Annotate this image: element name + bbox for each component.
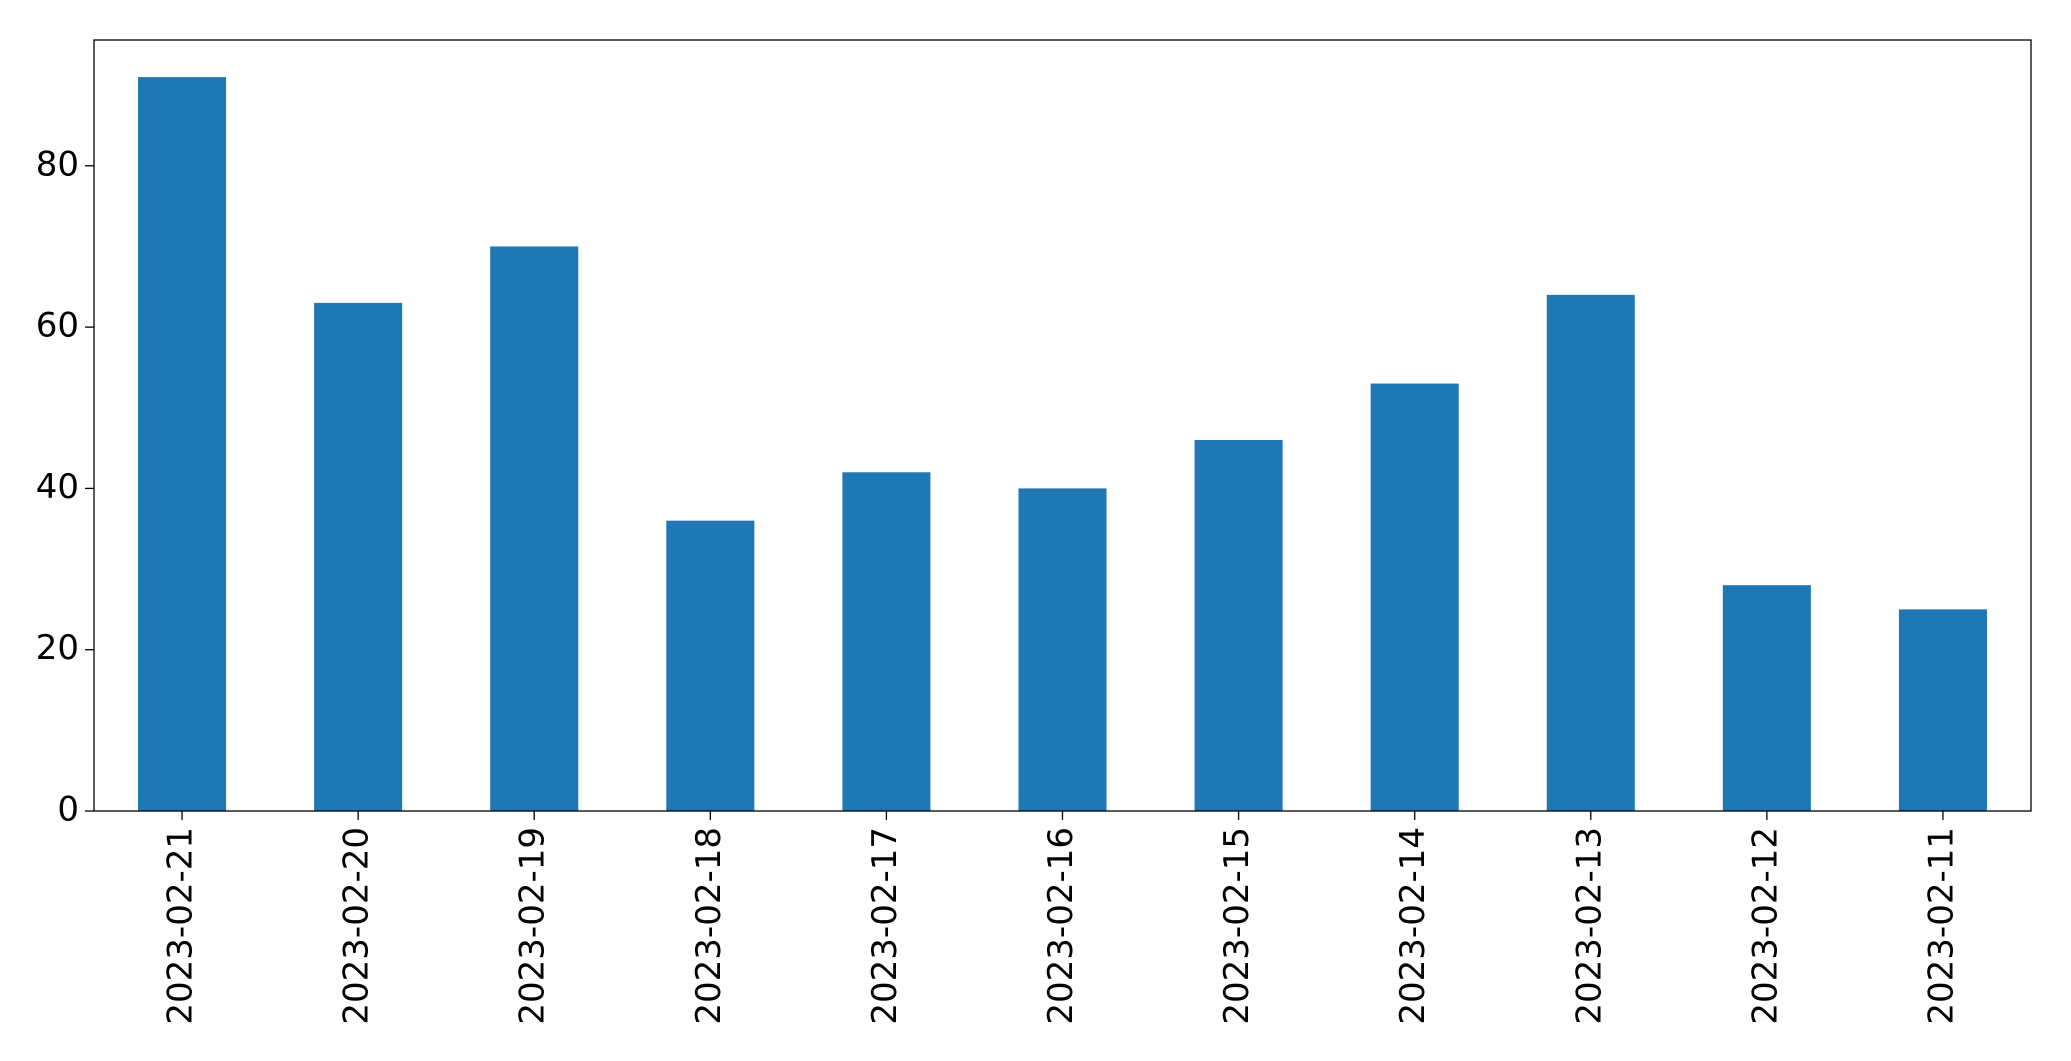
bar xyxy=(138,77,227,811)
y-tick-label: 80 xyxy=(36,144,79,184)
x-tick-label: 2023-02-15 xyxy=(1217,827,1257,1025)
x-tick-label: 2023-02-14 xyxy=(1393,827,1433,1025)
x-tick-label: 2023-02-18 xyxy=(689,827,729,1025)
y-tick-label: 20 xyxy=(36,628,79,668)
bar xyxy=(1194,440,1283,811)
x-tick-label: 2023-02-11 xyxy=(1921,827,1961,1025)
x-tick-label: 2023-02-16 xyxy=(1041,827,1081,1025)
y-tick-label: 60 xyxy=(36,306,79,346)
y-tick-label: 0 xyxy=(57,790,79,830)
x-tick-label: 2023-02-19 xyxy=(513,827,553,1025)
x-tick-label: 2023-02-17 xyxy=(865,827,905,1025)
bar xyxy=(1546,294,1635,811)
bar xyxy=(490,246,579,811)
bar xyxy=(666,520,755,811)
bar xyxy=(1722,585,1811,811)
x-tick-label: 2023-02-20 xyxy=(337,827,377,1025)
bar xyxy=(314,302,403,811)
x-tick-label: 2023-02-12 xyxy=(1745,827,1785,1025)
bar xyxy=(1018,488,1107,811)
bar xyxy=(842,472,931,811)
x-tick-label: 2023-02-13 xyxy=(1569,827,1609,1025)
bar xyxy=(1370,383,1459,811)
x-tick-label: 2023-02-21 xyxy=(161,827,201,1025)
plot-frame xyxy=(93,39,2032,812)
bar xyxy=(1898,609,1987,811)
y-tick-label: 40 xyxy=(36,467,79,507)
